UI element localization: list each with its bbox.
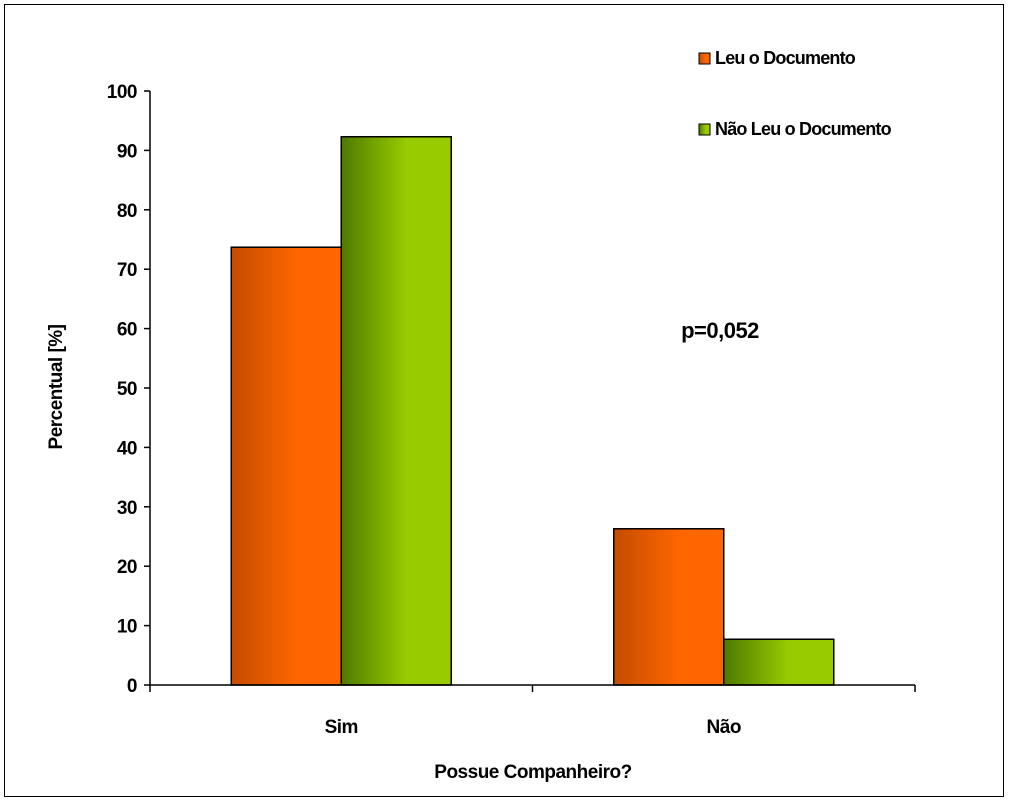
x-axis-title: Possue Companheiro? [434,762,631,783]
y-tick-label: 10 [117,617,137,638]
y-tick-label: 30 [117,498,137,519]
legend-label: Não Leu o Documento [715,119,892,139]
y-tick-label: 80 [117,201,137,222]
legend-swatch [698,52,711,65]
legend-label: Leu o Documento [715,48,856,68]
bar-leu-nao [613,528,725,686]
y-tick-label: 70 [117,260,137,281]
x-categories: Sim Não [325,717,742,738]
y-tick-label: 0 [127,676,137,697]
bar-nao-leu-sim [340,135,452,686]
bars [230,135,835,686]
p-value-annotation: p=0,052 [681,318,759,343]
y-ticks: 0 10 20 30 40 50 60 70 80 90 100 [107,82,150,697]
y-tick-label: 90 [117,141,137,162]
y-tick-label: 100 [107,82,137,103]
legend: Leu o Documento Não Leu o Documento [698,48,892,139]
x-category-label: Não [707,717,741,738]
y-tick-label: 50 [117,379,137,400]
x-category-label: Sim [325,717,358,738]
y-tick-label: 20 [117,557,137,578]
bar-nao-leu-nao [723,638,835,686]
y-tick-label: 60 [117,320,137,341]
chart-frame [4,4,1004,797]
y-axis-title: Percentual [%] [46,324,67,449]
bar-leu-sim [230,246,342,686]
y-tick-label: 40 [117,438,137,459]
legend-swatch [698,123,711,136]
